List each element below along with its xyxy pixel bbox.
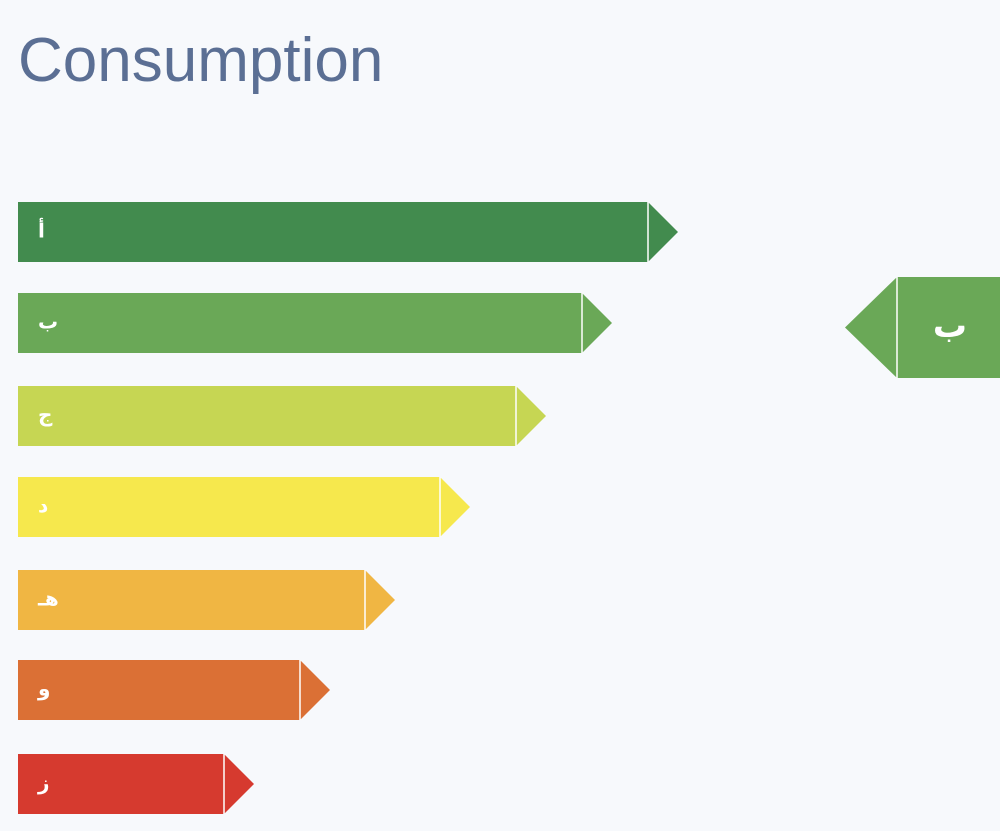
selected-indicator [845,277,1000,378]
selected-label: ب [933,306,967,346]
rating-label: و [37,677,50,701]
rating-label: هـ [37,587,59,611]
rating-bar [18,386,546,446]
rating-bar [18,754,254,814]
rating-label: د [38,494,48,518]
rating-bar [18,570,395,630]
title: Consumption [18,26,383,95]
rating-bar [18,202,678,262]
rating-bar [18,660,330,720]
rating-label: ج [38,403,53,427]
rating-bar [18,477,470,537]
rating-label: ب [38,310,58,334]
rating-bar [18,293,612,353]
rating-label: أ [38,217,45,243]
rating-label: ز [37,771,50,795]
